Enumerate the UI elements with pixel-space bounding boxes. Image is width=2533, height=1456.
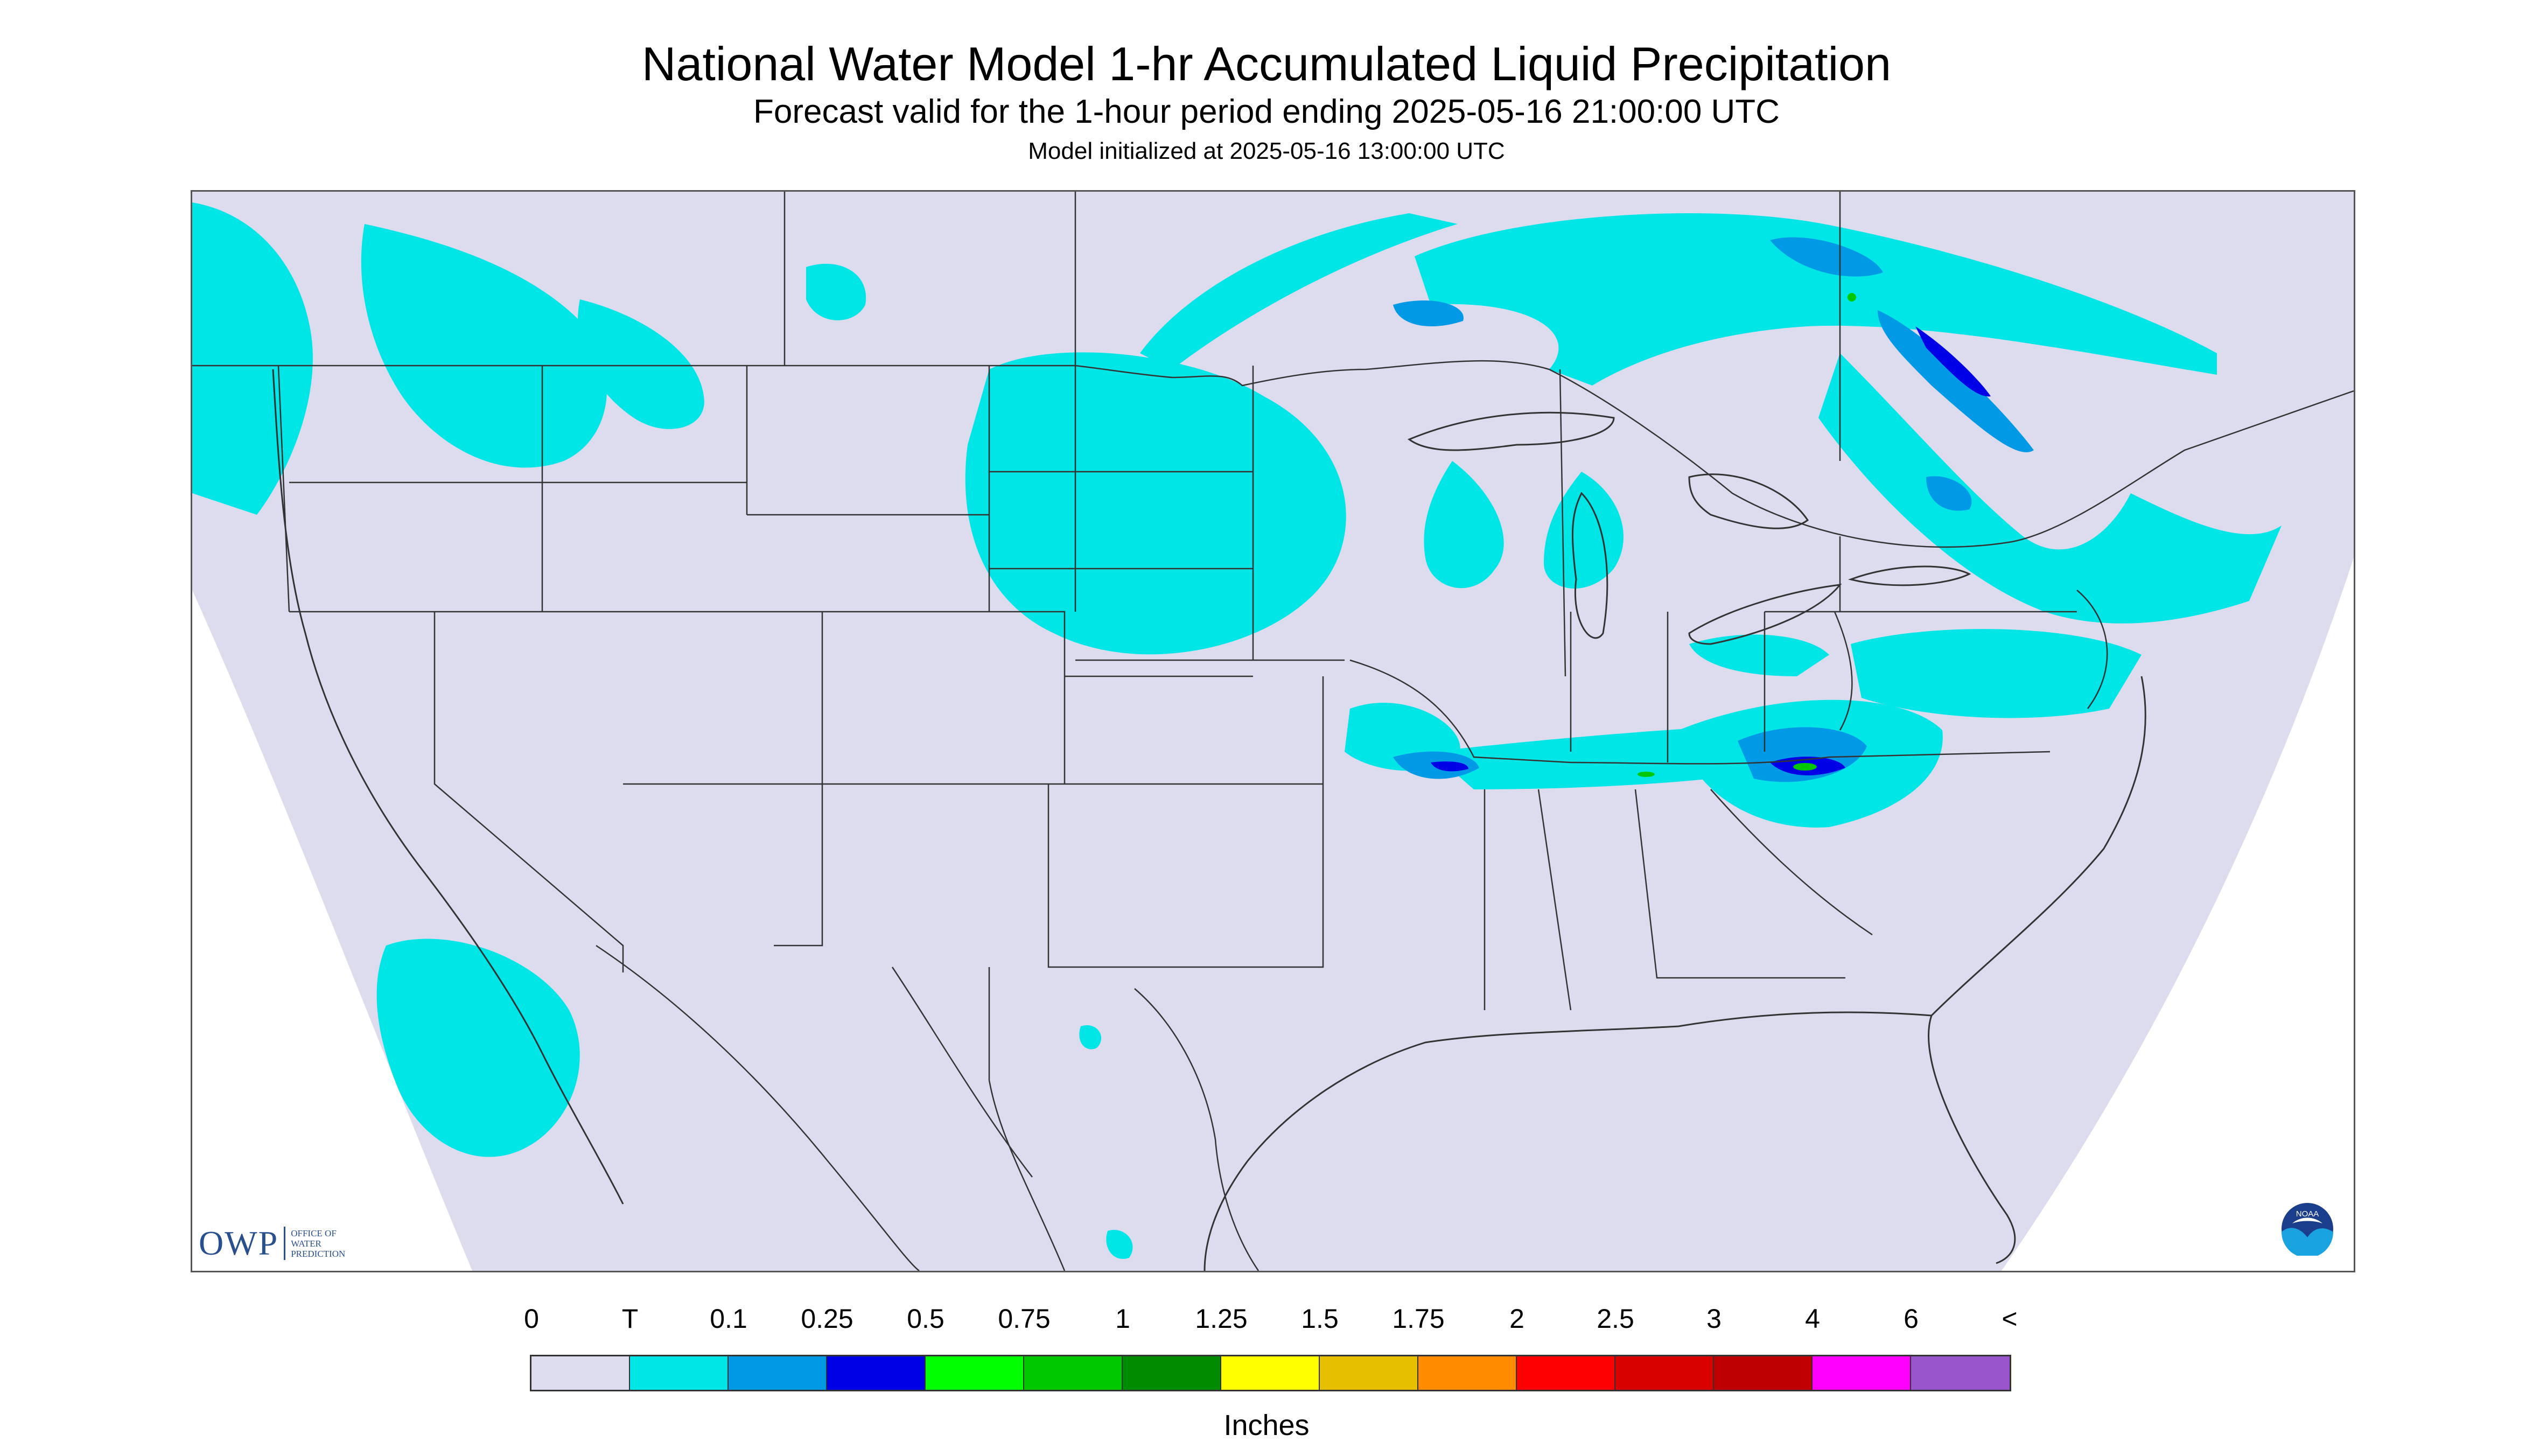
legend-swatch [1024,1356,1123,1390]
model-init-text: Model initialized at 2025-05-16 13:00:00… [1028,138,1505,164]
legend-label: < [2002,1304,2018,1334]
legend-swatch [1813,1356,1911,1390]
legend-swatch [1517,1356,1615,1390]
noaa-logo: NOAA [2282,1203,2333,1256]
legend-label: T [621,1304,639,1334]
legend-label: 0.1 [710,1304,747,1334]
legend-swatch [729,1356,827,1390]
legend-label: 1.25 [1195,1304,1248,1334]
owp-logo-divider [284,1227,286,1260]
legend-colorbar [530,1355,2011,1391]
legend-swatch [1221,1356,1320,1390]
legend-swatch [1615,1356,1714,1390]
owp-logo-line: PREDICTION [291,1248,346,1259]
outside-domain [192,590,472,1271]
legend-label: 1.5 [1301,1304,1339,1334]
map-subtitle: Forecast valid for the 1-hour period end… [753,93,1780,130]
owp-logo-text: OFFICE OF WATER PREDICTION [291,1228,345,1259]
legend-label: 0 [524,1304,539,1334]
legend-label: 2.5 [1597,1304,1634,1334]
legend-swatch [531,1356,630,1390]
legend-label: 4 [1805,1304,1820,1334]
boundary-lines [192,192,2354,1271]
legend-label: 0.25 [801,1304,853,1334]
model-domain [192,192,2354,1271]
legend-units: Inches [1223,1409,1310,1441]
legend-label: 3 [1706,1304,1722,1334]
legend-swatch [1911,1356,2010,1390]
legend-swatch [630,1356,729,1390]
map-title: National Water Model 1-hr Accumulated Li… [641,37,1892,90]
svg-text:NOAA: NOAA [2296,1209,2319,1219]
legend-label: 6 [1904,1304,1919,1334]
legend-labels: 0 T 0.1 0.25 0.5 0.75 1 1.25 1.5 1.75 2 2.5 3 4 6 < [0,1303,2533,1341]
legend-swatch [1418,1356,1517,1390]
owp-logo-line: OFFICE OF [291,1228,337,1238]
legend-label: 0.75 [998,1304,1051,1334]
owp-logo-mark: OWP [199,1224,279,1262]
legend-swatch [1123,1356,1221,1390]
legend-label: 1.75 [1392,1304,1445,1334]
precip-0.5-spots [1638,293,1856,777]
outside-domain [2002,558,2354,1271]
precipitation-map[interactable]: OWP OFFICE OF WATER PREDICTION NOAA [191,190,2355,1272]
legend-label: 1 [1115,1304,1130,1334]
coastline-lines [272,369,2146,1271]
legend-swatch [827,1356,926,1390]
legend-label: 2 [1509,1304,1524,1334]
legend-label: 0.5 [907,1304,944,1334]
legend-swatch [1714,1356,1813,1390]
map-canvas [192,192,2354,1271]
legend-swatch [1320,1356,1418,1390]
precip-trace-areas [192,202,2282,1259]
owp-logo: OWP OFFICE OF WATER PREDICTION [199,1223,345,1263]
legend-swatch [926,1356,1024,1390]
owp-logo-line: WATER [291,1238,321,1249]
